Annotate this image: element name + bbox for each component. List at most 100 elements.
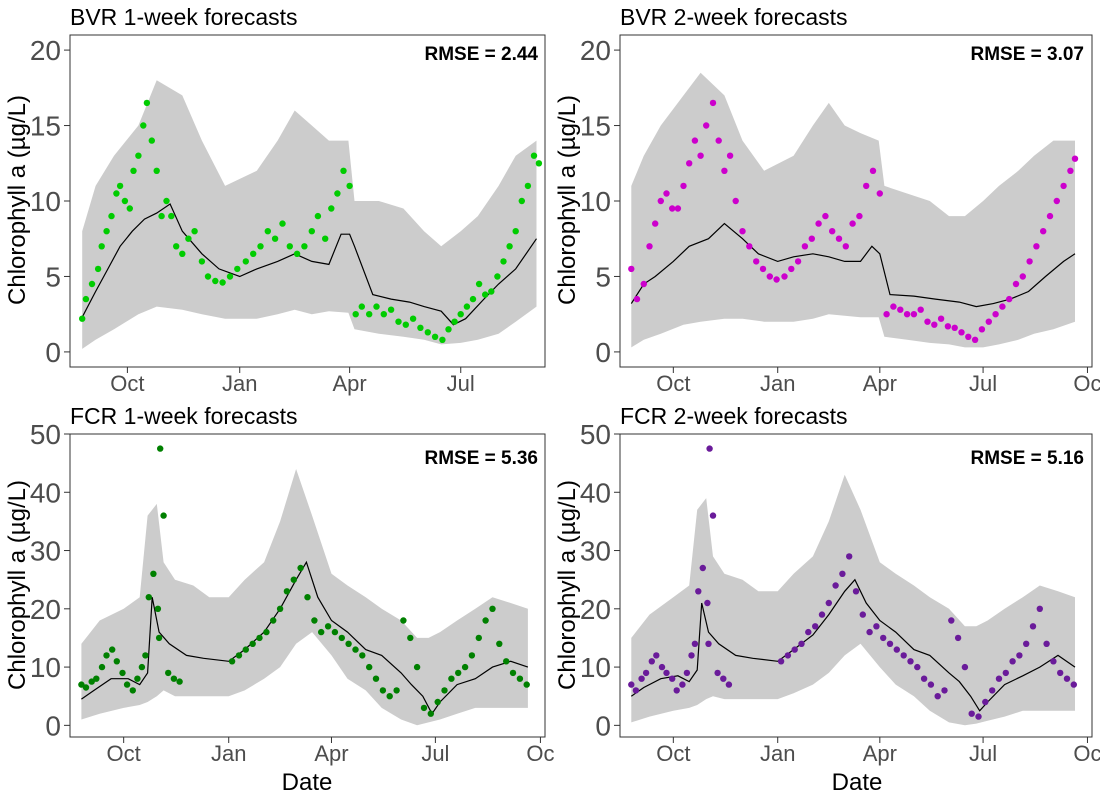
observation-point — [155, 634, 163, 642]
observation-point — [971, 336, 979, 343]
observation-point — [873, 623, 880, 630]
observation-point — [249, 640, 256, 647]
observation-point — [910, 311, 918, 318]
panel-title: FCR 1-week forecasts — [70, 403, 298, 429]
observation-point — [1002, 669, 1009, 677]
observation-point — [798, 640, 805, 647]
observation-point — [951, 324, 958, 331]
x-tick-label: Apr — [314, 741, 348, 766]
observation-point — [242, 258, 249, 265]
rmse-annotation: RMSE = 2.44 — [424, 44, 538, 65]
observation-point — [859, 611, 866, 618]
x-tick-label: Apr — [863, 371, 897, 396]
observation-point — [78, 681, 85, 688]
observation-point — [324, 623, 332, 630]
y-axis-label: Chlorophyll a (µg/L) — [4, 95, 31, 305]
x-ticks: Oct Jan Apr Jul Oc — [656, 737, 1100, 766]
observation-point — [482, 617, 489, 624]
observation-point — [212, 277, 219, 285]
forecast-mean-line — [81, 203, 537, 326]
observation-point — [982, 698, 989, 706]
y-tick-label: 10 — [30, 186, 61, 217]
observation-point — [116, 182, 124, 190]
observation-point — [890, 303, 897, 310]
observation-point — [482, 291, 489, 298]
observation-point — [978, 326, 986, 333]
y-tick-label: 15 — [30, 111, 61, 142]
x-tick-label: Jul — [969, 371, 997, 396]
observation-point — [413, 663, 421, 671]
panel-title: FCR 2-week forecasts — [620, 403, 848, 429]
observation-point — [393, 687, 400, 694]
observation-point — [791, 646, 798, 653]
observation-point — [825, 599, 832, 607]
observation-point — [496, 640, 503, 647]
observation-point — [386, 693, 393, 700]
observation-point — [500, 258, 507, 265]
observation-point — [126, 205, 133, 212]
observation-point — [271, 235, 279, 242]
y-tick-label: 40 — [580, 477, 611, 508]
observation-point — [714, 669, 721, 677]
observation-point — [999, 303, 1006, 310]
observation-point — [286, 243, 293, 250]
observation-point — [488, 288, 495, 295]
observation-point — [264, 228, 271, 235]
y-tick-label: 20 — [580, 35, 611, 66]
x-tick-label: Oct — [656, 371, 690, 396]
observation-point — [468, 652, 476, 659]
observation-point — [257, 243, 264, 250]
observation-point — [358, 303, 365, 310]
observation-point — [1063, 675, 1071, 682]
y-ticks: 0 5 10 15 20 — [30, 35, 70, 368]
observation-point — [815, 220, 822, 227]
observation-point — [334, 190, 341, 197]
observation-point — [880, 634, 887, 642]
observation-point — [301, 243, 308, 250]
observation-point — [439, 336, 446, 343]
observation-point — [703, 122, 710, 129]
observation-point — [900, 652, 907, 659]
y-tick-label: 50 — [580, 419, 611, 450]
observation-point — [958, 329, 965, 336]
observation-point — [434, 698, 441, 706]
observation-point — [108, 212, 115, 220]
observation-point — [917, 306, 924, 313]
observation-point — [709, 512, 717, 519]
observation-point — [1040, 228, 1047, 235]
observed-points — [628, 445, 1078, 720]
observation-point — [720, 675, 727, 682]
observation-point — [1012, 280, 1020, 288]
panel-bvr-1week: BVR 1-week forecasts Chlorophyll a (µg/L… — [4, 4, 546, 396]
observation-point — [985, 318, 992, 325]
forecast-interval-band — [631, 474, 1075, 726]
observation-point — [455, 669, 462, 677]
observation-point — [1071, 155, 1079, 162]
observation-point — [927, 681, 935, 688]
observation-point — [1043, 640, 1050, 647]
y-tick-label: 20 — [30, 594, 61, 625]
observation-point — [699, 564, 706, 572]
observation-point — [185, 235, 192, 242]
observation-point — [924, 318, 931, 325]
observation-point — [961, 663, 969, 671]
observation-point — [852, 588, 860, 595]
y-tick-label: 20 — [580, 594, 611, 625]
observation-point — [346, 182, 353, 190]
x-axis-label: Date — [282, 769, 333, 796]
observation-point — [691, 640, 699, 647]
observation-point — [235, 652, 243, 659]
observation-point — [679, 681, 686, 688]
observation-point — [808, 235, 815, 242]
observation-point — [503, 658, 510, 665]
observation-point — [407, 634, 414, 642]
observation-point — [638, 675, 645, 682]
observation-point — [832, 582, 839, 589]
observation-point — [1006, 295, 1013, 303]
observation-point — [304, 594, 311, 601]
y-ticks: 0 5 10 15 20 — [580, 35, 620, 368]
observation-point — [1053, 197, 1061, 205]
observation-point — [646, 243, 653, 250]
observation-point — [94, 265, 102, 273]
